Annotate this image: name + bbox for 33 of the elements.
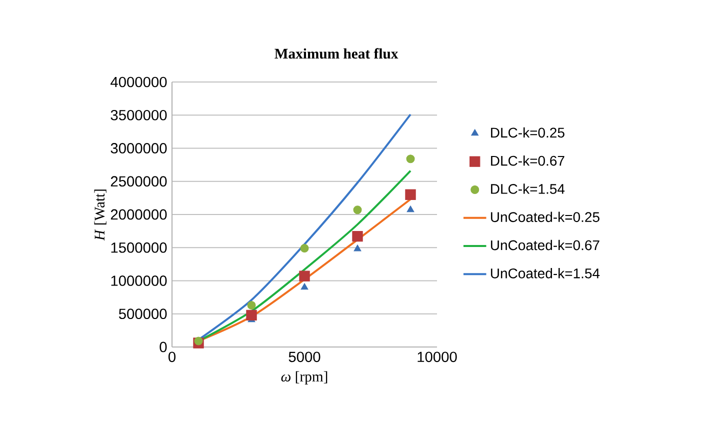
y-tick-label: 3500000	[110, 110, 167, 120]
legend-label: DLC-k=1.54	[491, 184, 565, 194]
y-tick-label: 3000000	[110, 143, 167, 154]
chart-title: Maximum heat flux	[274, 48, 398, 59]
legend-label: UnCoated-k=0.25	[490, 212, 600, 222]
point	[194, 336, 203, 346]
legend-label: DLC-k=0.67	[491, 155, 564, 166]
y-tick-label: 500000	[118, 308, 167, 320]
x-tick-label: 0	[168, 352, 176, 362]
y-axis-title: H [Watt]	[94, 190, 106, 241]
point	[352, 231, 363, 242]
x-tick-label: 10000	[418, 352, 457, 362]
y-tick-label: 0	[160, 342, 167, 352]
legend-label: DLC-k=0.25	[491, 127, 564, 138]
point	[300, 244, 309, 253]
point	[406, 206, 414, 212]
y-tick-label: 2500000	[110, 176, 167, 187]
y-tick-label: 1000000	[111, 276, 167, 286]
y-tick-label: 2000000	[110, 209, 167, 220]
point	[247, 300, 256, 310]
x-tick-label: 5000	[288, 352, 320, 362]
y-tick-label: 1500000	[111, 242, 167, 253]
point	[300, 283, 308, 290]
legend-label: UnCoated-k=0.67	[490, 240, 600, 250]
point	[353, 206, 362, 214]
point	[299, 270, 310, 282]
point	[406, 154, 415, 164]
point	[354, 244, 362, 252]
x-axis-title: ω [rpm]	[281, 371, 328, 385]
point	[246, 310, 257, 321]
y-tick-label: 4000000	[110, 76, 167, 88]
legend-label: UnCoated-k=1.54	[490, 268, 600, 278]
point	[405, 189, 416, 200]
